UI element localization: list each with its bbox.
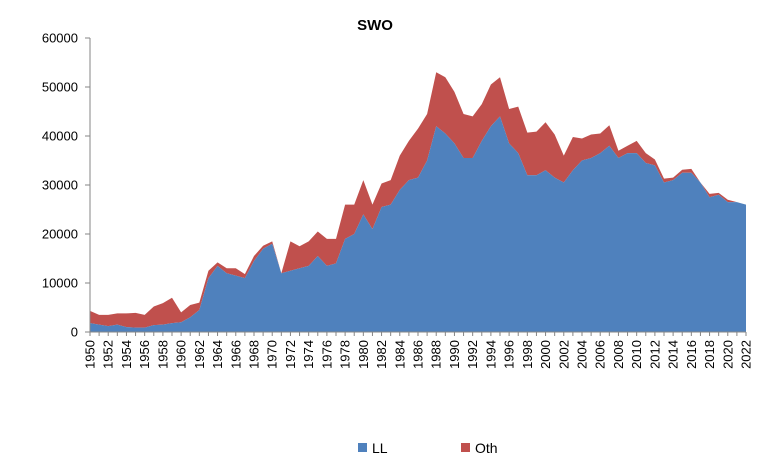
x-tick-label: 1958	[155, 340, 170, 369]
legend: LL Oth	[358, 440, 498, 456]
y-tick-label: 40000	[42, 129, 78, 144]
x-tick-label: 1952	[101, 340, 116, 369]
x-tick-label: 2008	[611, 340, 626, 369]
x-tick-label: 1954	[119, 340, 134, 369]
x-tick-label: 1970	[265, 340, 280, 369]
legend-swatch-ll	[358, 443, 367, 452]
x-tick-label: 2002	[556, 340, 571, 369]
x-tick-label: 2010	[629, 340, 644, 369]
x-tick-label: 1986	[411, 340, 426, 369]
y-tick-label: 50000	[42, 80, 78, 95]
plot-areas	[90, 72, 746, 333]
area-series-ll	[90, 116, 746, 333]
legend-swatch-oth	[461, 443, 470, 452]
x-tick-label: 2020	[720, 340, 735, 369]
x-tick-label: 2018	[702, 340, 717, 369]
x-tick-label: 1982	[374, 340, 389, 369]
x-tick-label: 1950	[83, 340, 98, 369]
x-tick-label: 2014	[666, 340, 681, 369]
legend-label-oth: Oth	[475, 440, 498, 456]
x-tick-label: 1962	[192, 340, 207, 369]
x-tick-label: 2012	[647, 340, 662, 369]
x-tick-label: 1980	[356, 340, 371, 369]
x-tick-label: 1996	[502, 340, 517, 369]
axes	[85, 37, 747, 336]
x-tick-label: 2004	[575, 340, 590, 369]
x-tick-label: 2006	[593, 340, 608, 369]
x-tick-label: 1974	[301, 340, 316, 369]
x-tick-label: 1976	[319, 340, 334, 369]
y-tick-label: 30000	[42, 178, 78, 193]
x-tick-label: 1968	[247, 340, 262, 369]
chart-title: SWO	[357, 17, 393, 34]
y-tick-label: 10000	[42, 276, 78, 291]
x-tick-labels: 1950 1952 1954 1956 1958 1960 1962 1964 1966 1968…	[83, 340, 754, 369]
y-tick-label: 60000	[42, 31, 78, 46]
x-tick-label: 1960	[174, 340, 189, 369]
x-tick-label: 1956	[137, 340, 152, 369]
y-tick-label: 0	[71, 325, 78, 340]
y-tick-labels: 0 10000 20000 30000 40000 50000 60000	[42, 31, 78, 340]
legend-label-ll: LL	[372, 440, 388, 456]
x-tick-label: 1992	[465, 340, 480, 369]
x-tick-label: 1972	[283, 340, 298, 369]
x-tick-label: 2000	[538, 340, 553, 369]
x-tick-label: 1966	[228, 340, 243, 369]
x-tick-label: 2016	[684, 340, 699, 369]
x-tick-label: 1978	[338, 340, 353, 369]
x-tick-label: 1964	[210, 340, 225, 369]
y-tick-label: 20000	[42, 227, 78, 242]
x-tick-label: 1994	[483, 340, 498, 369]
x-tick-label: 1984	[392, 340, 407, 369]
x-tick-label: 1998	[520, 340, 535, 369]
x-tick-label: 2022	[739, 340, 754, 369]
x-tick-label: 1988	[429, 340, 444, 369]
x-tick-label: 1990	[447, 340, 462, 369]
